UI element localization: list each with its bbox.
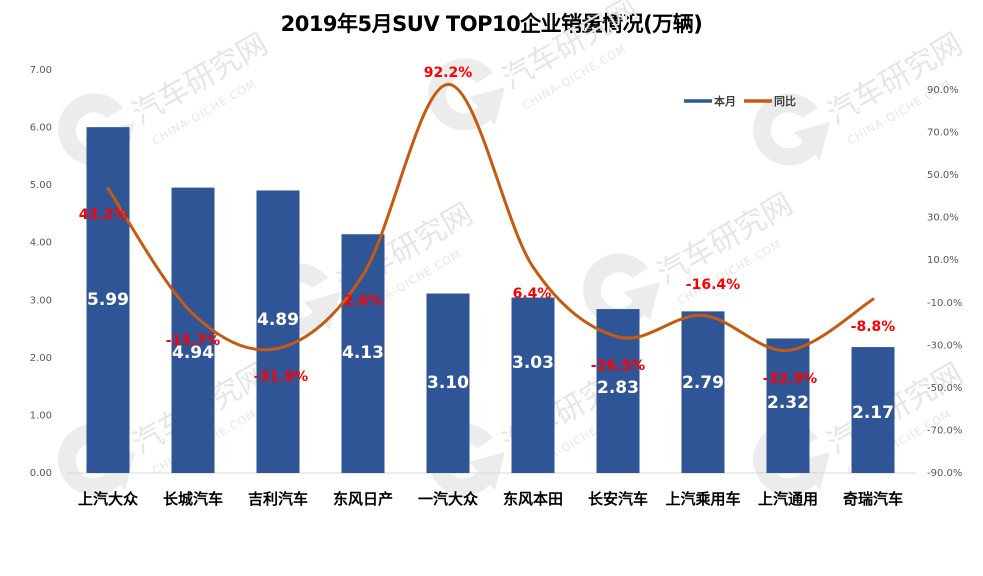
y2-tick-label: -50.0% xyxy=(927,383,962,394)
bar-value-label: 3.03 xyxy=(512,353,554,373)
bar-value-label: 2.79 xyxy=(682,373,724,393)
y2-tick-label: 50.0% xyxy=(927,170,959,181)
yoy-value-label: 6.4% xyxy=(513,286,552,302)
y2-tick-label: -90.0% xyxy=(927,468,962,479)
yoy-value-label: -15.7% xyxy=(166,333,220,349)
legend-label-bar: 本月 xyxy=(714,94,736,108)
pct-labels: 43.2% -15.7% -31.9% 2.6% 92.2% 6.4% -26.5% -16.… xyxy=(79,65,896,387)
bar xyxy=(426,293,470,473)
bar xyxy=(851,347,895,473)
x-tick-label: 东风本田 xyxy=(503,490,563,508)
bar-value-label: 3.10 xyxy=(427,373,469,393)
watermark-arrow-icon xyxy=(624,282,660,320)
y-tick-label: 6.00 xyxy=(30,123,52,134)
bar xyxy=(766,338,810,473)
line-series xyxy=(106,82,875,353)
watermark-arrow-icon xyxy=(794,122,830,160)
yoy-value-label: 43.2% xyxy=(79,207,128,223)
bars xyxy=(86,127,895,473)
yoy-line xyxy=(106,82,875,353)
yoy-value-label: 92.2% xyxy=(424,65,473,81)
x-tick-label: 一汽大众 xyxy=(418,490,478,508)
y-tick-label: 1.00 xyxy=(30,410,52,421)
legend-label-line: 同比 xyxy=(774,94,796,108)
x-tick-label: 吉利汽车 xyxy=(248,490,308,508)
left-axis: 0.00 1.00 2.00 3.00 4.00 5.00 6.00 7.00 xyxy=(30,65,52,479)
y-tick-label: 2.00 xyxy=(30,353,52,364)
yoy-value-label: -8.8% xyxy=(851,319,896,335)
y-tick-label: 7.00 xyxy=(30,65,52,76)
yoy-value-label: -16.4% xyxy=(686,277,740,293)
bar-value-label: 2.17 xyxy=(852,403,894,423)
bar xyxy=(681,311,725,473)
bar-value-label: 2.32 xyxy=(767,393,809,413)
y2-tick-label: -10.0% xyxy=(927,298,962,309)
watermark-logo-icon xyxy=(428,58,495,131)
bar-value-label: 2.83 xyxy=(597,378,639,398)
x-tick-label: 长安汽车 xyxy=(588,490,648,508)
x-tick-label: 长城汽车 xyxy=(163,490,223,508)
chart-title: 2019年5月SUV TOP10企业销量情况(万辆) xyxy=(280,12,703,36)
watermark-arrow-icon xyxy=(469,452,505,490)
yoy-value-label: -32.9% xyxy=(763,371,817,387)
y2-tick-label: 90.0% xyxy=(927,85,959,96)
watermark-arrow-icon xyxy=(304,292,340,330)
x-tick-label: 东风日产 xyxy=(333,490,393,508)
x-tick-label: 上汽通用 xyxy=(758,490,818,508)
x-tick-label: 上汽大众 xyxy=(78,490,138,508)
category-labels: 上汽大众 长城汽车 吉利汽车 东风日产 一汽大众 东风本田 长安汽车 上汽乘用车 上汽通用 奇瑞汽… xyxy=(78,490,903,508)
y-tick-label: 4.00 xyxy=(30,238,52,249)
y-tick-label: 5.00 xyxy=(30,180,52,191)
x-tick-label: 奇瑞汽车 xyxy=(843,490,903,508)
bar xyxy=(86,127,130,473)
y2-tick-label: 10.0% xyxy=(927,255,959,266)
bar-value-label: 4.89 xyxy=(257,310,299,330)
legend: 本月 同比 xyxy=(684,94,796,108)
right-axis: -90.0% -70.0% -50.0% -30.0% -10.0% 10.0% 30.0%… xyxy=(927,85,962,479)
bar-value-label: 5.99 xyxy=(87,290,129,310)
x-tick-label: 上汽乘用车 xyxy=(665,490,740,508)
y2-tick-label: -30.0% xyxy=(927,340,962,351)
bar xyxy=(256,190,300,473)
y-tick-label: 3.00 xyxy=(30,295,52,306)
y-tick-label: 0.00 xyxy=(30,468,52,479)
bar-value-label: 4.94 xyxy=(172,343,214,363)
y2-tick-label: 30.0% xyxy=(927,213,959,224)
y2-tick-label: -70.0% xyxy=(927,425,962,436)
bar-labels: 5.99 4.94 4.89 4.13 3.10 3.03 2.83 2.79 2.32 2.17 xyxy=(87,290,894,423)
bar-value-label: 4.13 xyxy=(342,343,384,363)
yoy-value-label: -31.9% xyxy=(254,369,308,385)
watermark-logo-icon xyxy=(753,93,820,166)
watermark-arrow-icon xyxy=(469,87,505,125)
yoy-value-label: -26.5% xyxy=(591,358,645,374)
watermark-logo-icon xyxy=(583,253,650,326)
bar xyxy=(171,187,215,473)
y2-tick-label: 70.0% xyxy=(927,128,959,139)
bar xyxy=(511,297,555,473)
yoy-value-label: 2.6% xyxy=(344,293,383,309)
